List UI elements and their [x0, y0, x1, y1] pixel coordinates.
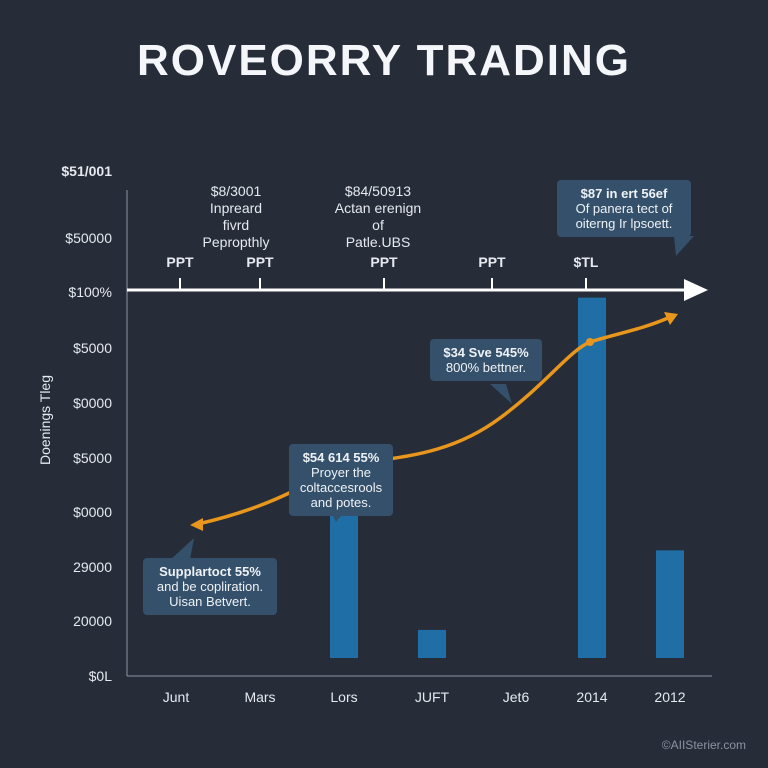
callout-center-line-3: and potes.: [310, 495, 372, 510]
callout-lower-left-tail: [170, 538, 194, 560]
callout-center: $54 614 55% Proyer the coltaccesrools an…: [289, 444, 393, 516]
callout-top-right-tail: [674, 236, 694, 256]
x-tick-label-5: Jet6: [503, 689, 530, 705]
trend-arrowhead-right: [664, 312, 678, 325]
timeline-note-1-line-4: Pepropthly: [202, 234, 270, 250]
callout-upper-mid-line-1: 800% bettner.: [445, 360, 527, 375]
callout-upper-mid-heading: $34 Sve 545%: [443, 345, 529, 360]
bar-7: [656, 550, 684, 658]
y-tick-label-7: $0000: [73, 504, 112, 520]
x-tick-label-1: Junt: [163, 689, 190, 705]
callout-lower-left: Supplartoct 55% and be copliration. Uisa…: [143, 558, 277, 615]
timeline-label-1: PPT: [166, 254, 194, 270]
watermark: ©AIISterier.com: [661, 738, 746, 752]
timeline-label-4: PPT: [478, 254, 506, 270]
trend-arrowhead-left: [190, 518, 203, 531]
timeline-label-3: PPT: [370, 254, 398, 270]
y-tick-label-4: $5000: [73, 340, 112, 356]
x-tick-label-2: Mars: [244, 689, 275, 705]
callout-center-line-2: coltaccesrools: [299, 480, 383, 495]
y-tick-label-5: $0000: [73, 395, 112, 411]
y-tick-label-1: $51/001: [61, 163, 112, 179]
callout-center-line-1: Proyer the: [311, 465, 371, 480]
y-tick-label-6: $5000: [73, 450, 112, 466]
timeline-note-1-line-1: $8/3001: [210, 183, 262, 199]
callout-top-right: $87 in ert 56ef Of panera tect of oitern…: [557, 180, 691, 237]
timeline-note-1-line-2: Inpreard: [209, 200, 263, 216]
timeline-label-5: $TL: [574, 254, 599, 270]
chart-title: ROVEORRY TRADING: [136, 36, 632, 85]
timeline-note-2-line-4: Patle.UBS: [345, 234, 411, 250]
callout-top-right-line-1: Of panera tect of: [575, 201, 673, 216]
y-tick-label-9: 20000: [73, 613, 112, 629]
callout-lower-left-heading: Supplartoct 55%: [159, 564, 261, 579]
callout-lower-left-line-1: and be copliration.: [156, 579, 264, 594]
y-tick-label-3: $100%: [68, 284, 112, 300]
callout-top-right-line-2: oiterng Ir lpsoett.: [575, 216, 673, 231]
bar-4: [418, 629, 446, 658]
timeline-note-1: $8/3001 Inpreard fivrd Pepropthly: [176, 183, 296, 251]
timeline-note-2-line-2: Actan erenign: [334, 200, 422, 216]
timeline-note-2-line-3: of: [372, 217, 384, 233]
y-tick-label-2: $50000: [65, 230, 112, 246]
x-tick-label-7: 2012: [654, 689, 685, 705]
callout-upper-mid: $34 Sve 545% 800% bettner.: [430, 339, 542, 381]
callout-top-right-heading: $87 in ert 56ef: [580, 186, 668, 201]
timeline-arrowhead: [684, 279, 708, 301]
x-tick-label-4: JUFT: [415, 689, 450, 705]
bar-6: [578, 297, 606, 658]
timeline-note-2: $84/50913 Actan erenign of Patle.UBS: [318, 183, 438, 251]
x-tick-label-6: 2014: [576, 689, 607, 705]
x-tick-label-3: Lors: [330, 689, 357, 705]
callout-upper-mid-tail: [490, 384, 512, 404]
trend-point: [586, 338, 594, 346]
callout-lower-left-line-2: Uisan Betvert.: [169, 594, 251, 609]
callout-center-heading: $54 614 55%: [302, 450, 380, 465]
timeline-note-2-line-1: $84/50913: [344, 183, 412, 199]
timeline-label-2: PPT: [246, 254, 274, 270]
y-tick-label-8: 29000: [73, 559, 112, 575]
y-axis-label: Doenings Tleg: [37, 375, 53, 465]
y-tick-label-10: $0L: [89, 668, 113, 684]
timeline-note-1-line-3: fivrd: [222, 217, 250, 233]
